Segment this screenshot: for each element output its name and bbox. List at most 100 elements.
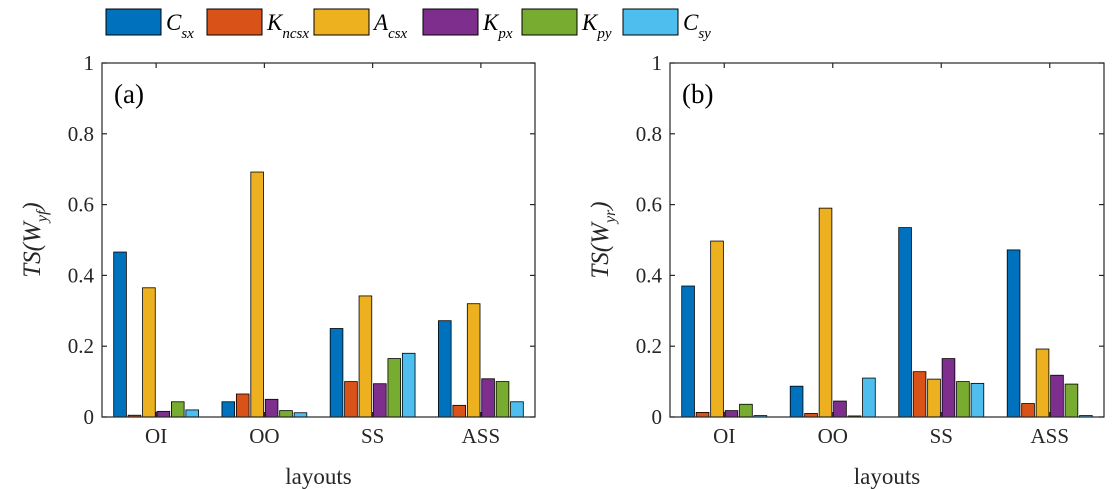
bar-a-SS-series2 [358, 295, 373, 418]
panel-label-a: (a) [114, 79, 144, 109]
bar-b-OI-series2 [710, 240, 724, 418]
bar-a-SS-series3 [373, 383, 387, 418]
bar-b-ASS-series1 [1021, 403, 1035, 418]
bar-b-OI-series1 [695, 411, 710, 418]
legend-swatch-1 [206, 8, 263, 36]
bar-a-OO-series4 [279, 410, 293, 418]
y-axis-label-sub: yf [34, 208, 51, 224]
bar-a-OO-series5 [293, 412, 308, 418]
legend-label-sub: px [497, 26, 513, 42]
bar-b-OO-series0 [789, 385, 804, 418]
axes-box-a [101, 62, 536, 418]
legend-swatch-2 [313, 8, 370, 36]
bar-a-OI-series3 [156, 410, 171, 418]
axes-box-b [669, 62, 1105, 418]
bar-a-OO-series1 [235, 393, 250, 418]
bar-b-SS-series3 [941, 358, 956, 418]
x-tick-label-b: OI [713, 424, 735, 448]
bar-a-SS-series1 [344, 381, 358, 418]
bar-a-OI-series0 [113, 251, 127, 418]
y-tick-label-a: 0 [84, 405, 95, 429]
legend: Csx Kncsx Acsx Kpx Kpy Csy [105, 8, 711, 42]
chart-panel-b: 0 0.2 0.4 0.6 0.8 1 OI OO SS ASS layouts TS(Wyr) (b) [587, 51, 1105, 489]
bar-a-OI-series2 [142, 287, 156, 418]
bar-b-ASS-series2 [1035, 348, 1050, 418]
y-axis-label-main: TS(W [587, 221, 614, 279]
y-axis-label-close: ) [19, 202, 46, 212]
y-tick-label-b: 1 [652, 51, 663, 75]
legend-label-base: C [683, 10, 699, 35]
legend-label-base: K [266, 10, 284, 35]
legend-label-3: Kpx [482, 10, 513, 42]
y-tick-label-a: 0.2 [68, 334, 94, 358]
legend-label-base: K [482, 10, 500, 35]
legend-label-sub: py [596, 26, 612, 42]
legend-label-base: C [166, 10, 182, 35]
y-axis-label-a: TS(Wyf) [19, 202, 51, 277]
y-tick-label-b: 0 [652, 405, 663, 429]
legend-label-sub: sx [181, 26, 194, 42]
x-tick-label-a: OI [145, 424, 167, 448]
y-axis-label-close: ) [587, 201, 614, 211]
legend-label-base: K [581, 10, 599, 35]
x-tick-label-a: ASS [462, 424, 501, 448]
y-tick-label-a: 1 [84, 51, 95, 75]
bar-a-ASS-series5 [510, 401, 524, 418]
y-axis-label-b: TS(Wyr) [587, 201, 619, 278]
bar-b-ASS-series0 [1006, 249, 1021, 418]
y-tick-label-a: 0.8 [68, 122, 94, 146]
y-axis-label-sub: yr [602, 209, 619, 225]
bar-b-OI-series4 [739, 403, 753, 418]
bar-a-SS-series4 [387, 358, 402, 418]
bar-a-OO-series0 [221, 401, 236, 418]
y-tick-label-a: 0.4 [68, 263, 95, 287]
legend-label-5: Csy [683, 10, 711, 42]
bar-b-ASS-series4 [1064, 383, 1079, 418]
bar-b-SS-series2 [927, 378, 941, 418]
x-tick-label-b: SS [930, 424, 953, 448]
y-tick-label-a: 0.6 [68, 193, 94, 217]
bar-a-OI-series4 [171, 401, 185, 418]
legend-label-base: A [372, 10, 389, 35]
bar-b-SS-series1 [912, 371, 927, 418]
legend-swatch-0 [105, 8, 162, 36]
x-axis-label-b: layouts [854, 464, 920, 489]
legend-swatch-5 [622, 8, 679, 36]
bar-b-SS-series0 [898, 227, 912, 418]
legend-label-sub: ncsx [282, 26, 309, 42]
bar-a-OI-series5 [185, 409, 199, 418]
bar-a-ASS-series4 [495, 381, 510, 418]
legend-label-sub: csx [388, 26, 407, 42]
legend-label-1: Kncsx [266, 10, 309, 42]
chart-panel-a: 0 0.2 0.4 0.6 0.8 1 OI OO SS ASS layouts TS(Wyf) (a) [19, 51, 536, 489]
bar-a-ASS-series3 [481, 378, 495, 418]
bar-a-ASS-series0 [438, 320, 452, 418]
bar-a-OO-series2 [250, 171, 264, 418]
bar-b-OO-series2 [818, 207, 833, 418]
legend-label-0: Csx [166, 10, 194, 42]
bar-a-ASS-series2 [466, 303, 481, 418]
bar-a-SS-series5 [401, 352, 416, 418]
y-axis-label-main: TS(W [19, 220, 46, 278]
legend-swatch-4 [521, 8, 578, 36]
legend-label-sub: sy [698, 26, 711, 42]
bar-a-ASS-series1 [452, 404, 466, 418]
x-tick-label-a: OO [249, 424, 279, 448]
bar-a-SS-series0 [329, 328, 344, 418]
legend-label-2: Acsx [372, 10, 408, 42]
x-tick-label-b: ASS [1030, 424, 1069, 448]
panel-label-b: (b) [682, 79, 713, 109]
bar-b-OO-series3 [833, 400, 847, 418]
y-tick-label-b: 0.4 [636, 263, 663, 287]
x-axis-label-a: layouts [285, 464, 351, 489]
legend-label-4: Kpy [581, 10, 612, 42]
y-tick-label-b: 0.8 [636, 122, 662, 146]
bar-b-OI-series3 [724, 410, 739, 418]
bar-b-OO-series5 [862, 377, 876, 418]
bar-b-OI-series0 [681, 285, 695, 418]
bar-a-OO-series3 [264, 398, 279, 418]
y-tick-label-b: 0.2 [636, 334, 662, 358]
x-tick-label-b: OO [818, 424, 848, 448]
bar-b-ASS-series3 [1050, 374, 1064, 418]
